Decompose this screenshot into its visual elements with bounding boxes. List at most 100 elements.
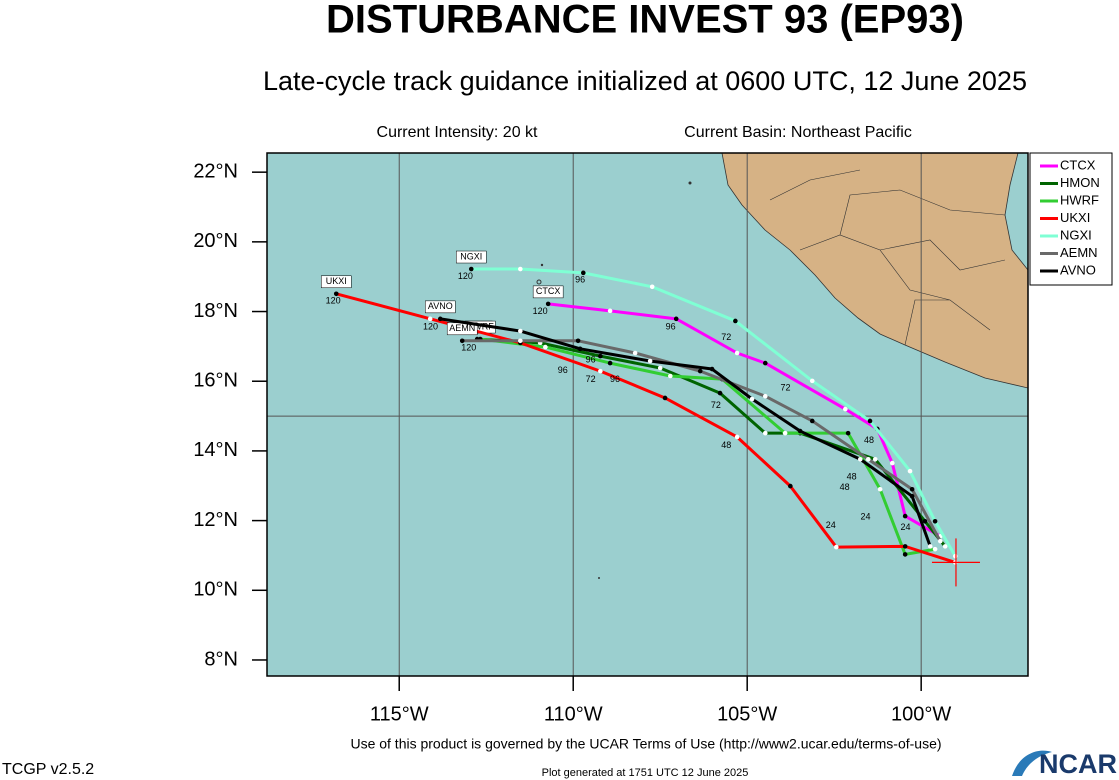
logo-swoosh: [1012, 750, 1052, 776]
track-point: [952, 553, 958, 559]
track-end-label: CTCX: [536, 286, 561, 296]
track-point: [932, 518, 938, 524]
track-point: [909, 493, 915, 499]
legend-label: CTCX: [1060, 157, 1096, 172]
track-point: [717, 390, 723, 396]
track-point: [518, 328, 523, 334]
x-tick-label: 100°W: [891, 703, 951, 725]
track: [440, 317, 932, 547]
track-point: [902, 513, 908, 519]
y-tick-label: 14°N: [193, 439, 238, 461]
y-tick-label: 22°N: [193, 160, 238, 182]
track-point: [543, 344, 548, 350]
track-point: [575, 338, 581, 344]
state-borders: [769, 169, 1006, 346]
generated-note: Plot generated at 1751 UTC 12 June 2025: [542, 767, 749, 779]
island: [540, 263, 544, 267]
track-point: [607, 308, 613, 314]
track-point: [518, 338, 523, 344]
track-point: [697, 368, 703, 374]
legend-label: HMON: [1060, 175, 1100, 190]
track-point: [872, 456, 878, 462]
track-point: [333, 291, 339, 297]
basin-info: Current Basin: Northeast Pacific: [684, 124, 912, 141]
track-point: [762, 360, 768, 366]
track-point: [843, 406, 848, 412]
track-point: [909, 486, 915, 492]
forecast-hour-label: 48: [864, 435, 874, 445]
y-tick-label: 18°N: [193, 300, 238, 322]
track-point: [922, 518, 928, 524]
forecast-hour-label: 48: [721, 440, 731, 450]
track-end-label: NGXI: [460, 251, 482, 261]
track-point: [581, 270, 586, 276]
legend-label: NGXI: [1060, 227, 1092, 242]
track-point: [657, 365, 663, 371]
track-point: [733, 318, 738, 324]
legend-label: HWRF: [1060, 192, 1099, 207]
track-point: [673, 316, 679, 322]
version: TCGP v2.5.2: [2, 761, 94, 778]
track-end-box: [456, 250, 487, 264]
chart-title: DISTURBANCE INVEST 93 (EP93): [326, 0, 964, 42]
track-end-label: AVNO: [428, 301, 453, 311]
track-point: [749, 396, 755, 402]
track-point: [662, 395, 668, 401]
forecast-hour-label: 48: [840, 482, 850, 492]
x-tick-label: 115°W: [370, 703, 429, 725]
track-point: [907, 468, 913, 474]
y-tick-label: 10°N: [193, 579, 238, 601]
forecast-hour-label: 96: [575, 275, 585, 285]
legend-label: AVNO: [1060, 262, 1096, 277]
logo-text: NCAR: [1039, 749, 1117, 779]
x-tick-label: 110°W: [544, 703, 603, 725]
track-point: [927, 544, 933, 549]
track-point: [782, 430, 788, 436]
y-tick-label: 16°N: [193, 370, 238, 392]
track-point: [459, 338, 465, 344]
y-tick-label: 8°N: [204, 648, 238, 670]
track-point: [889, 460, 895, 466]
track-point: [545, 301, 551, 307]
track-point: [632, 350, 638, 356]
track-point: [518, 266, 523, 272]
map-frame: [266, 152, 1029, 677]
island: [688, 181, 692, 185]
forecast-hour-label: 72: [780, 383, 790, 393]
track-point: [647, 358, 653, 364]
track-point: [902, 552, 908, 557]
y-tick-label: 20°N: [193, 230, 238, 252]
forecast-hour-label: 96: [558, 365, 568, 375]
forecast-hour-label: 72: [586, 374, 596, 384]
y-tick-label: 12°N: [193, 509, 238, 531]
forecast-hour-label: 120: [458, 271, 473, 281]
track-point: [809, 418, 815, 424]
track-point: [577, 346, 583, 352]
forecast-hour-label: 120: [461, 342, 476, 352]
chart-subtitle: Late-cycle track guidance initialized at…: [263, 66, 1027, 96]
track-point: [877, 486, 883, 492]
track-point: [865, 456, 871, 462]
track-end-label: UKXI: [326, 276, 347, 286]
track: [477, 337, 947, 548]
forecast-hour-label: 96: [666, 322, 676, 332]
track-end-box: [425, 300, 456, 314]
track-point: [607, 360, 613, 366]
island: [536, 279, 542, 285]
track-point: [734, 350, 740, 356]
track-point: [867, 418, 873, 424]
track-point: [857, 456, 863, 462]
track-end-box: [320, 275, 352, 289]
track-point: [845, 430, 851, 436]
forecast-hour-label: 120: [423, 322, 438, 332]
track-point: [437, 316, 443, 322]
track-point: [762, 393, 768, 399]
track-end-box: [532, 285, 564, 299]
forecast-hour-label: 24: [860, 511, 870, 521]
forecast-hour-label: 72: [721, 332, 731, 342]
legend-label: UKXI: [1060, 210, 1090, 225]
forecast-hour-label: 120: [533, 306, 548, 316]
terms-footer: Use of this product is governed by the U…: [350, 736, 941, 752]
track-point: [598, 368, 603, 374]
